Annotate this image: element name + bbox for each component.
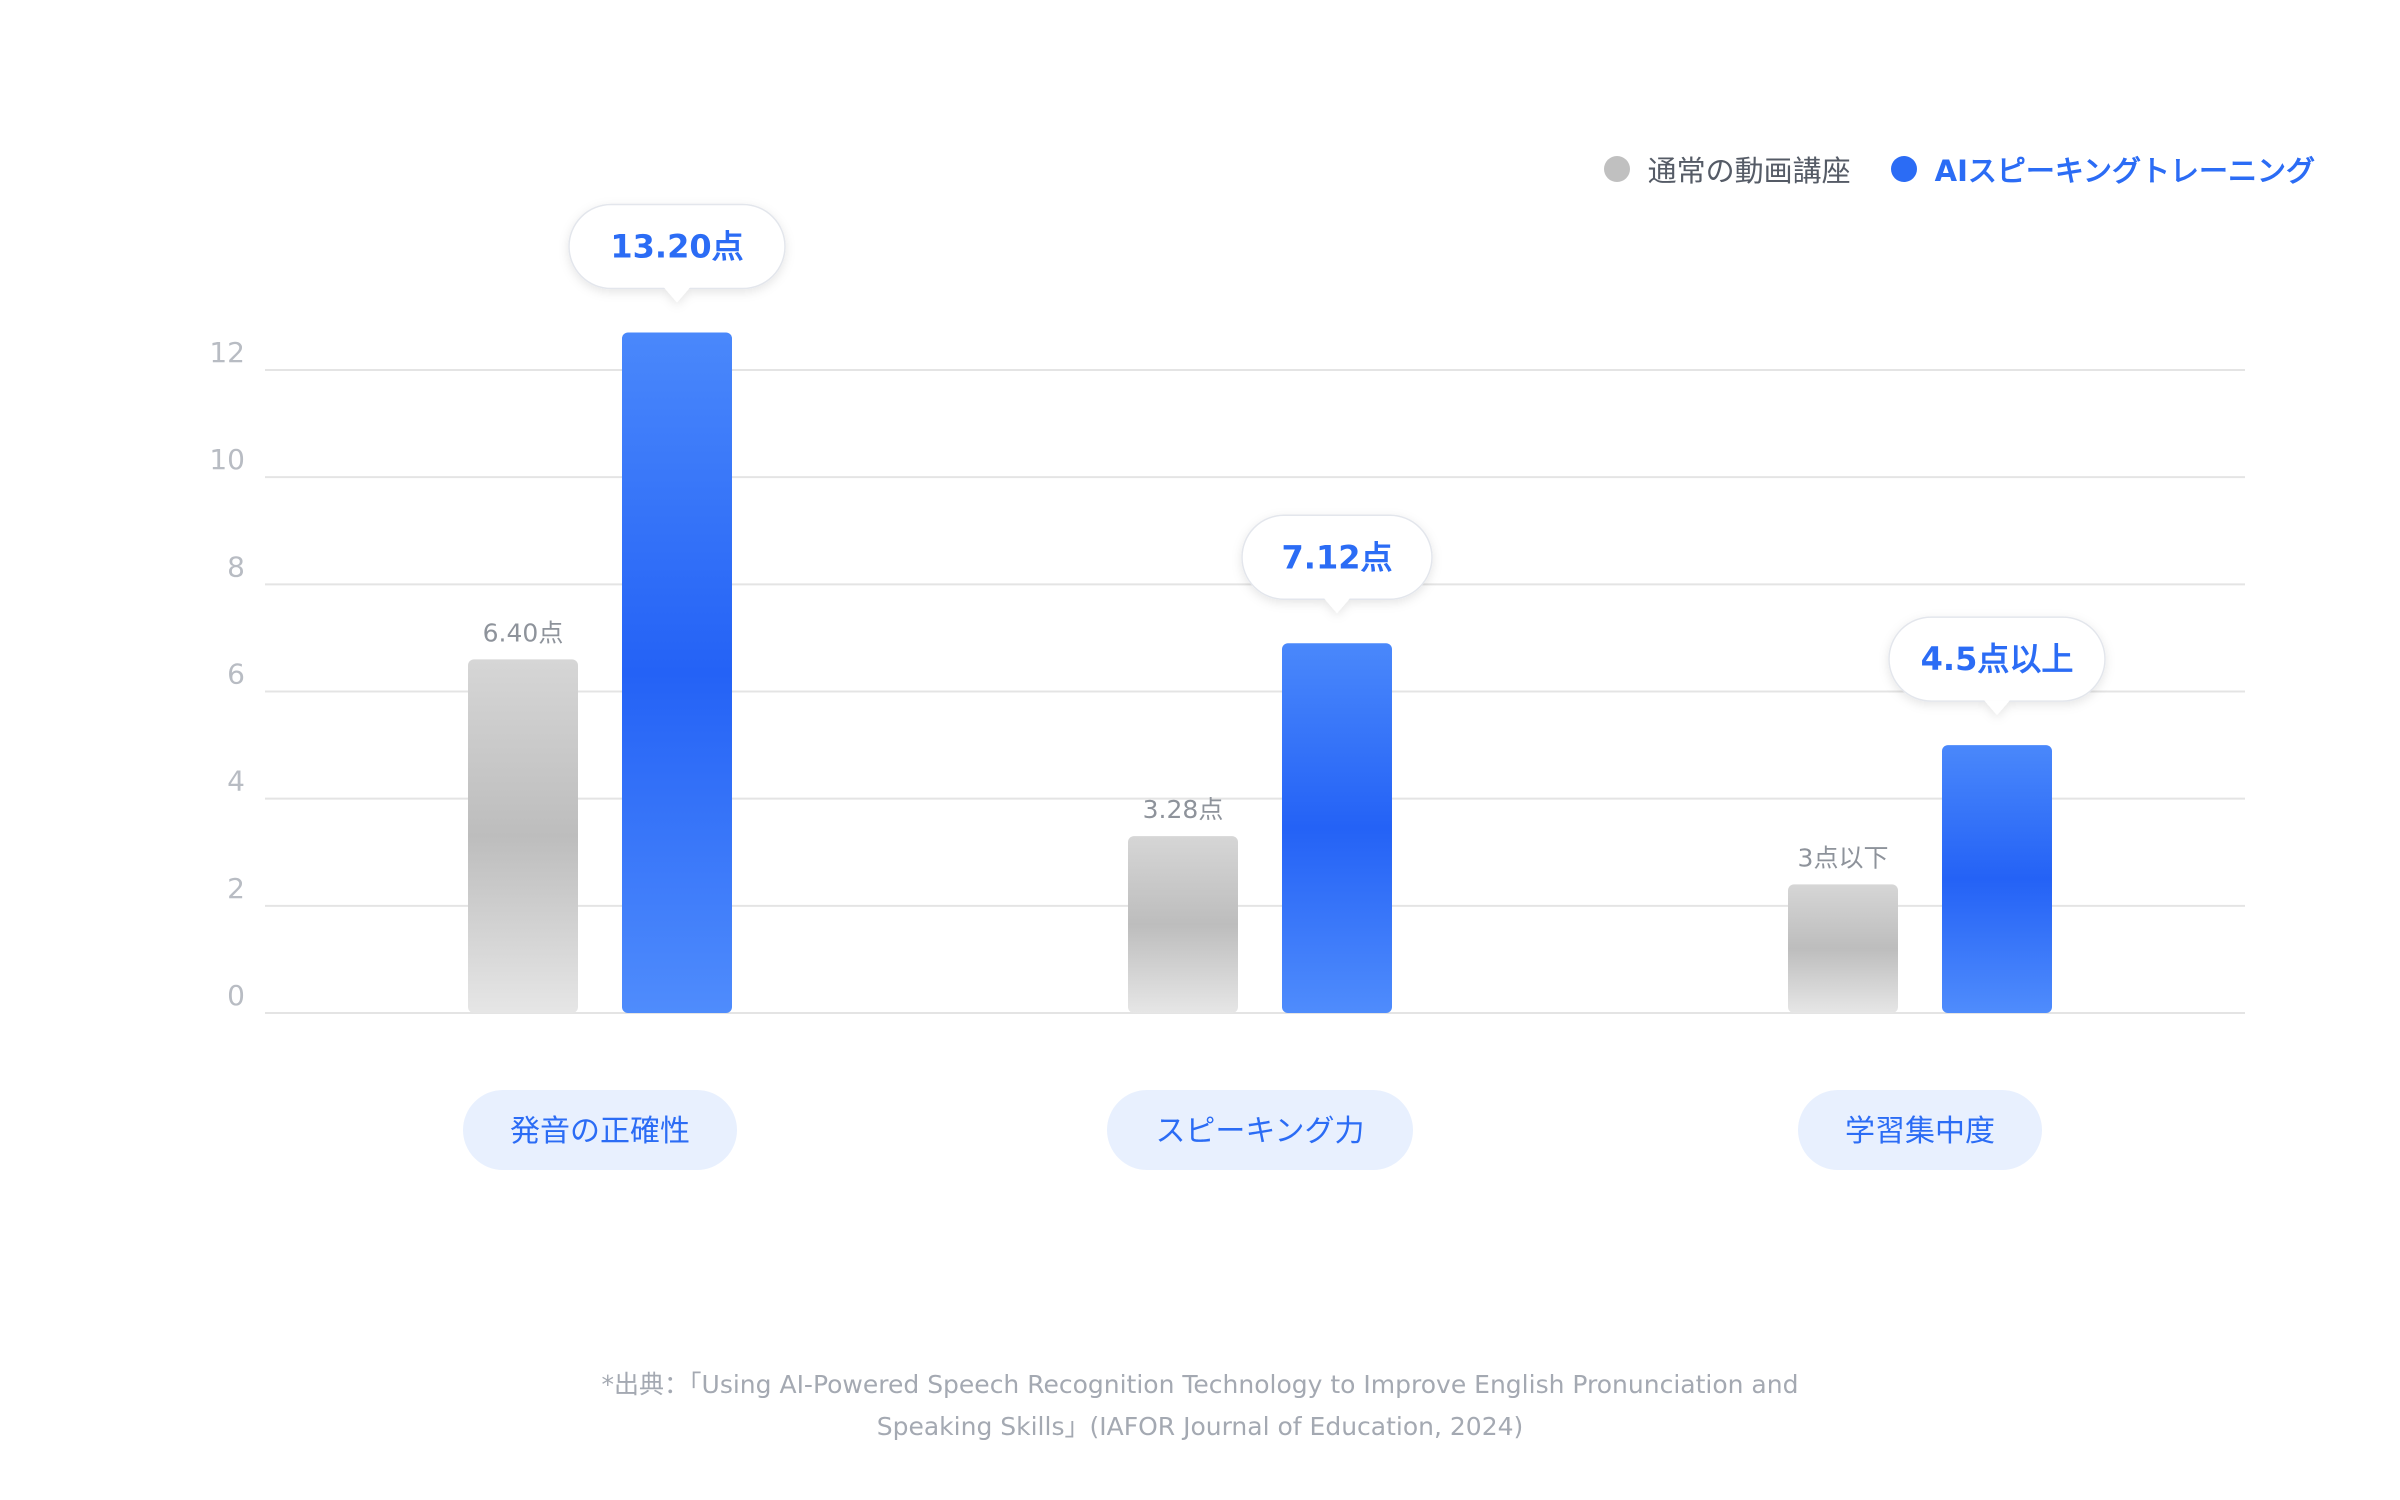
legend-item-regular: 通常の動画講座 xyxy=(1603,148,1851,190)
legend-gray-dot-icon xyxy=(1603,156,1630,182)
source-line-2: Speaking Skills」(IAFOR Journal of Educat… xyxy=(876,1412,1524,1441)
y-tick-label: 4 xyxy=(227,765,245,798)
data-label-regular: 3点以下 xyxy=(1798,843,1889,872)
source-line-1: *出典：「Using AI-Powered Speech Recognition… xyxy=(601,1370,1799,1399)
bars xyxy=(468,332,2052,1013)
bar-ai xyxy=(1282,643,1392,1013)
y-tick-label: 2 xyxy=(227,872,245,905)
callout-bubble xyxy=(1241,514,1433,614)
callout-pointer xyxy=(664,287,690,303)
y-tick-label: 10 xyxy=(209,443,245,476)
bar-ai xyxy=(1942,745,2052,1013)
y-tick-label: 0 xyxy=(227,979,245,1012)
callout-pointer xyxy=(1984,700,2010,716)
category-label: スピーキング力 xyxy=(1155,1114,1364,1149)
y-tick-label: 12 xyxy=(209,336,245,369)
y-tick-label: 6 xyxy=(227,658,245,691)
bar-labels: 6.40点 13.20点 3.28点 7.12点 3点以下 4.5点以上 xyxy=(483,203,2106,872)
data-label-regular: 3.28点 xyxy=(1143,795,1224,824)
callout-bubble xyxy=(1888,616,2106,716)
category-labels: 発音の正確性 スピーキング力 学習集中度 xyxy=(463,1090,2042,1170)
bar-regular xyxy=(1788,884,1898,1013)
category-label: 学習集中度 xyxy=(1845,1114,1995,1149)
category-pill xyxy=(1798,1090,2042,1170)
data-label-ai: 7.12点 xyxy=(1282,538,1393,576)
y-tick-label: 8 xyxy=(227,550,245,583)
bar-regular xyxy=(1128,836,1238,1013)
category-pill xyxy=(463,1090,737,1170)
bar-ai xyxy=(622,332,732,1013)
source-note: *出典：「Using AI-Powered Speech Recognition… xyxy=(0,1364,2400,1448)
legend-item-ai: AIスピーキングトレーニング xyxy=(1890,148,2315,190)
data-label-ai: 13.20点 xyxy=(610,227,743,265)
data-label-ai: 4.5点以上 xyxy=(1921,640,2074,678)
legend-label-ai: AIスピーキングトレーニング xyxy=(1934,154,2315,188)
legend: 通常の動画講座 AIスピーキングトレーニング xyxy=(1603,148,2315,190)
legend-blue-dot-icon xyxy=(1890,156,1917,182)
bar-regular xyxy=(468,659,578,1013)
callout-pointer xyxy=(1324,598,1350,614)
legend-label-regular: 通常の動画講座 xyxy=(1647,154,1851,188)
category-label: 発音の正確性 xyxy=(510,1114,690,1149)
data-label-regular: 6.40点 xyxy=(483,618,564,647)
category-pill xyxy=(1107,1090,1413,1170)
callout-bubble xyxy=(568,203,786,303)
